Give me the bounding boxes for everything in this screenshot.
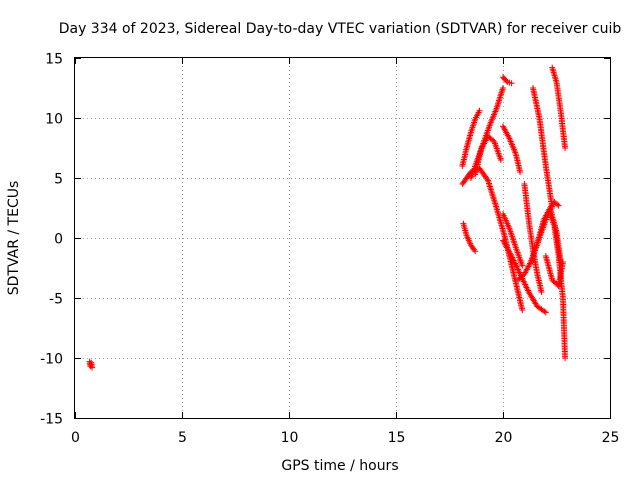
data-point (508, 80, 515, 87)
data-point (497, 157, 504, 163)
data-point (542, 309, 549, 316)
y-axis-label: SDTVAR / TECUs (6, 181, 22, 296)
data-point (519, 262, 526, 269)
axis-ticks (75, 58, 611, 419)
y-tick-label: 5 (54, 172, 63, 188)
data-point (541, 308, 548, 315)
data-point (484, 176, 491, 183)
y-tick-label: 0 (54, 232, 63, 248)
plot-frame (74, 57, 611, 419)
x-axis-label: GPS time / hours (281, 458, 398, 474)
data-point (519, 307, 526, 313)
data-point (500, 85, 506, 91)
x-tick-label: 10 (281, 430, 299, 446)
y-tick-labels: -15 -10 -5 0 5 10 15 (40, 52, 63, 428)
x-tick-label: 20 (495, 430, 513, 446)
y-tick-label: 10 (45, 112, 63, 128)
data-point (503, 77, 510, 84)
y-tick-label: -10 (40, 352, 63, 368)
x-tick-label: 25 (602, 430, 620, 446)
data-points (86, 64, 569, 371)
data-point (472, 248, 479, 255)
data-point (476, 107, 483, 114)
data-point (538, 289, 545, 295)
y-tick-label: 15 (45, 52, 63, 68)
data-point (562, 145, 569, 151)
y-tick-label: -5 (49, 292, 63, 308)
x-tick-label: 0 (71, 430, 80, 446)
y-tick-label: -15 (40, 412, 63, 428)
x-tick-labels: 0 5 10 15 20 25 (71, 430, 619, 446)
data-point (89, 364, 96, 371)
data-point (517, 169, 524, 175)
data-point (549, 205, 556, 211)
chart-title: Day 334 of 2023, Sidereal Day-to-day VTE… (59, 21, 622, 37)
data-point (555, 202, 562, 209)
x-tick-label: 15 (388, 430, 406, 446)
data-point (562, 355, 569, 361)
data-point (554, 201, 561, 208)
x-tick-label: 5 (178, 430, 187, 446)
